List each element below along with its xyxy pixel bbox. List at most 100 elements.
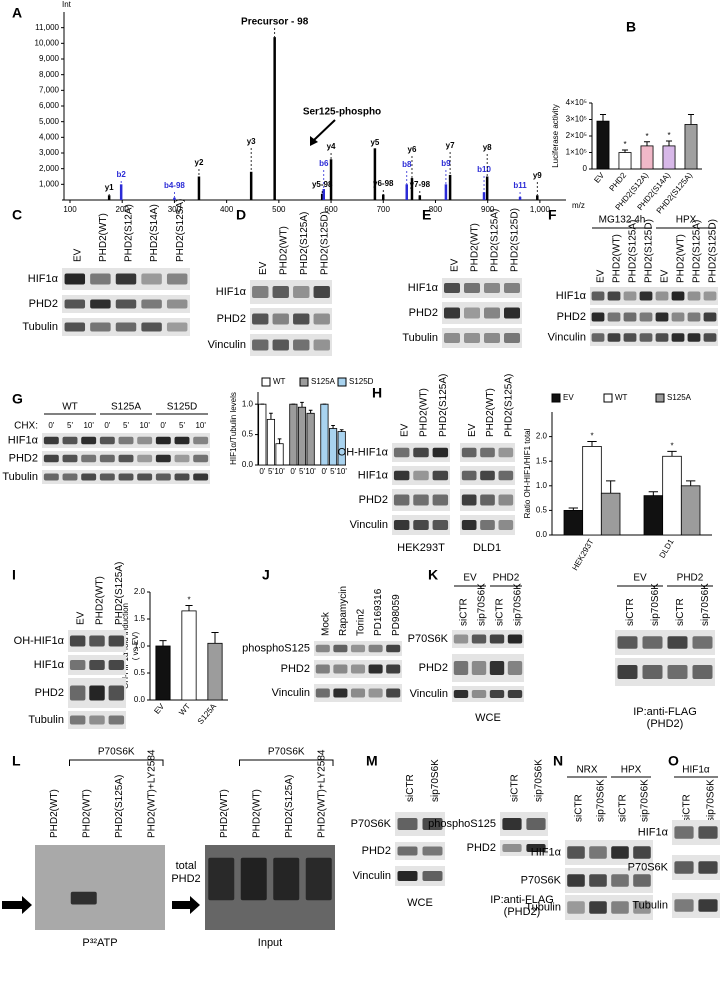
- bar: [297, 406, 307, 466]
- legend-label: S125D: [349, 377, 374, 386]
- row-label: HIF1α: [358, 469, 389, 481]
- group-label: MG132 4h: [599, 215, 646, 226]
- bar: [600, 492, 621, 536]
- band: [118, 473, 134, 481]
- band: [567, 846, 585, 859]
- row-label: PHD2: [362, 845, 391, 857]
- band: [687, 333, 701, 342]
- band: [484, 283, 500, 293]
- blot-caption: (PHD2): [647, 718, 684, 730]
- blot-strip: [35, 845, 165, 930]
- row-label: Tubulin: [632, 899, 668, 911]
- band: [64, 322, 86, 332]
- band: [480, 494, 495, 506]
- row-label: Vinculin: [350, 519, 388, 531]
- lane-label: PHD2(WT): [95, 576, 106, 625]
- band: [413, 447, 429, 458]
- group-label: PHD2: [677, 573, 704, 584]
- band: [252, 339, 269, 351]
- y-tick-label: 8,000: [39, 70, 60, 79]
- annotation-arrow: [313, 119, 336, 141]
- error-bar: [643, 141, 651, 146]
- band: [333, 688, 348, 698]
- panel-label: F: [548, 207, 557, 223]
- error-bar: [665, 140, 673, 146]
- x-tick-label: 400: [220, 205, 234, 214]
- band: [422, 818, 443, 830]
- bar: [582, 446, 602, 536]
- y-tick-label: 11,000: [35, 23, 59, 32]
- band: [667, 665, 688, 679]
- band: [471, 634, 487, 644]
- lane-label: PHD2(S12A): [124, 204, 135, 262]
- lane-label: sip70S6K: [430, 759, 441, 802]
- band: [155, 454, 171, 463]
- x-tick-label: 700: [377, 205, 391, 214]
- band: [591, 291, 605, 301]
- band: [639, 312, 653, 322]
- lane-label: sip70S6K: [534, 759, 545, 802]
- y-tick-label: 6,000: [39, 101, 60, 110]
- band: [674, 899, 694, 912]
- peak-label: b11: [513, 181, 527, 190]
- band: [655, 333, 669, 342]
- band: [611, 874, 629, 887]
- band: [607, 291, 621, 301]
- peak-label: y5-98: [312, 180, 333, 189]
- band: [137, 454, 153, 463]
- lane-label: EV: [450, 258, 461, 272]
- lane-label: PHD2(S125A): [692, 220, 703, 283]
- bar: [596, 120, 610, 170]
- band: [43, 436, 59, 445]
- band: [674, 861, 694, 874]
- lane-label: 10': [139, 421, 150, 430]
- error-bar: [687, 114, 695, 125]
- blot-caption: HEK293T: [397, 542, 445, 554]
- x-tick-label: 1,000: [530, 205, 551, 214]
- significance: *: [187, 596, 190, 605]
- blot-caption: (PHD2): [504, 906, 541, 918]
- row-label: HIF1α: [216, 286, 247, 298]
- band: [413, 520, 429, 530]
- band: [315, 664, 330, 674]
- panel-label: D: [236, 207, 246, 223]
- x-axis-label: m/z: [572, 201, 585, 210]
- arrow: [172, 896, 200, 914]
- lane-label: 5': [123, 421, 129, 430]
- band: [432, 470, 449, 481]
- peak-label: y1: [105, 183, 114, 192]
- row-label: PHD2: [359, 494, 388, 506]
- band: [504, 307, 520, 319]
- lane-label: 0': [160, 421, 166, 430]
- significance: *: [670, 441, 673, 450]
- y-axis-label: Ratio OH-HIF1/HIF1 total: [523, 428, 532, 518]
- band: [703, 291, 717, 301]
- band: [480, 470, 495, 481]
- band: [671, 312, 685, 322]
- x-tick-label: 500: [272, 205, 286, 214]
- band: [137, 436, 153, 445]
- row-label: phosphoS125: [242, 642, 310, 654]
- band: [69, 715, 86, 725]
- lane-label: EV: [258, 261, 269, 275]
- row-label: Vinculin: [272, 687, 310, 699]
- band: [461, 520, 477, 530]
- row-label: PHD2: [35, 687, 64, 699]
- lane-label: Mock: [320, 611, 331, 636]
- significance: *: [590, 432, 593, 441]
- band: [115, 299, 137, 309]
- panel-label: K: [428, 567, 438, 583]
- row-label: Vinculin: [548, 331, 586, 343]
- bar: [328, 428, 338, 466]
- band: [413, 494, 429, 506]
- band: [464, 333, 480, 343]
- band: [502, 844, 522, 852]
- error-bar: [277, 438, 282, 444]
- y-tick-label: 0.5: [242, 430, 254, 439]
- band: [62, 436, 78, 445]
- y-tick-label: 0: [583, 164, 588, 173]
- bar: [306, 412, 315, 466]
- y-tick-label: 0.5: [536, 506, 548, 515]
- band: [471, 690, 487, 698]
- x-tick-label: 10': [274, 467, 285, 476]
